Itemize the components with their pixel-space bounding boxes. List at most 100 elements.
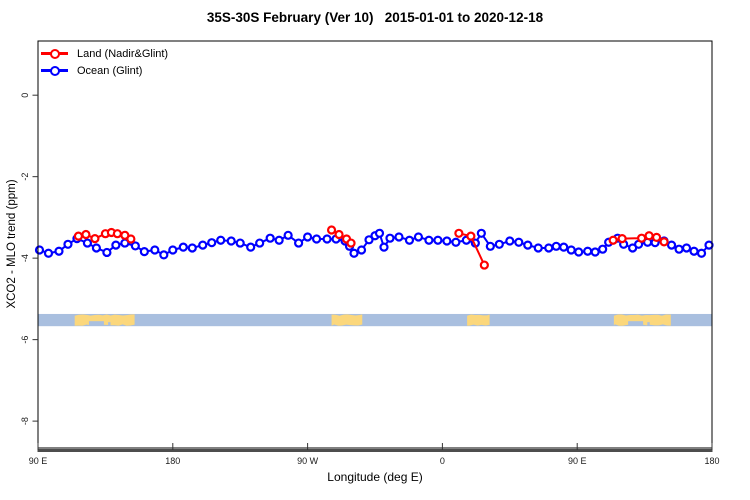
data-point-marker <box>54 246 64 256</box>
data-point-marker <box>674 244 684 254</box>
data-point-marker <box>394 232 404 242</box>
ocean-notch <box>628 321 644 326</box>
x-tick-label: 90 E <box>29 456 48 466</box>
data-point-marker <box>130 241 140 251</box>
data-point-marker <box>63 239 73 249</box>
data-point-marker <box>82 238 93 248</box>
data-point-marker <box>659 237 669 247</box>
data-point-marker <box>523 240 533 250</box>
data-point-marker <box>404 235 415 245</box>
data-point-marker <box>322 234 332 244</box>
x-axis-label: Longitude (deg E) <box>327 470 423 484</box>
x-axis: 90 E 180 90 W 0 90 E 180 <box>29 443 720 466</box>
data-point-marker <box>226 236 236 246</box>
y-tick-label: -2 <box>20 173 30 181</box>
data-point-marker <box>102 247 112 258</box>
data-point-marker <box>413 232 424 242</box>
data-point-marker <box>235 238 245 248</box>
data-point-marker <box>111 240 121 250</box>
data-point-marker <box>34 245 45 255</box>
x-tick-label: 90 E <box>568 456 587 466</box>
y-axis-label: XCO2 - MLO trend (ppm) <box>6 179 18 309</box>
data-point-marker <box>533 243 543 253</box>
data-point-marker <box>198 240 208 250</box>
data-point-marker <box>126 234 136 244</box>
legend-item-land: Land (Nadir&Glint) <box>41 45 168 62</box>
data-point-marker <box>349 248 359 258</box>
data-point-marker <box>112 229 122 239</box>
data-point-marker <box>150 245 160 255</box>
data-point-marker <box>346 238 356 248</box>
x-tick-label: 0 <box>440 456 445 466</box>
data-point-marker <box>608 235 618 245</box>
data-point-marker <box>454 228 464 238</box>
data-point-marker <box>476 228 486 238</box>
data-point-marker <box>356 245 367 255</box>
data-point-marker <box>442 236 452 246</box>
data-point-marker <box>178 242 188 252</box>
y-tick-label: -8 <box>20 417 30 425</box>
y-tick-label: -4 <box>20 254 30 262</box>
data-point-marker <box>681 243 692 253</box>
data-point-marker <box>43 248 54 258</box>
data-point-marker <box>81 229 91 240</box>
data-point-marker <box>139 247 149 257</box>
data-point-marker <box>544 243 554 253</box>
land-series <box>73 225 669 270</box>
data-point-marker <box>303 232 313 242</box>
data-point-marker <box>637 233 647 243</box>
data-point-marker <box>168 245 178 255</box>
data-point-marker <box>666 240 677 250</box>
data-point-marker <box>644 231 654 241</box>
data-point-marker <box>364 235 374 245</box>
legend-circle-icon <box>49 48 60 59</box>
data-point-marker <box>385 233 395 243</box>
land-patch <box>467 314 490 326</box>
data-point-marker <box>689 246 699 256</box>
data-point-marker <box>73 231 84 241</box>
ocean-notch <box>647 322 650 326</box>
data-point-marker <box>485 241 495 251</box>
data-point-marker <box>216 235 226 245</box>
legend-circle-icon <box>49 65 60 76</box>
land-series-symbol <box>41 47 68 60</box>
data-point-marker <box>255 238 265 248</box>
data-point-marker <box>294 238 304 248</box>
x-tick-label: 90 W <box>297 456 319 466</box>
data-point-marker <box>207 238 217 248</box>
data-point-marker <box>704 240 714 250</box>
data-point-marker <box>566 245 576 255</box>
y-tick-label: 0 <box>20 93 30 98</box>
plot-border <box>37 40 713 449</box>
data-point-marker <box>451 237 461 247</box>
data-point-marker <box>246 242 256 252</box>
chart-title: 35S-30S February (Ver 10) 2015-01-01 to … <box>206 10 544 25</box>
data-point-marker <box>466 231 476 241</box>
data-point-marker <box>514 237 524 247</box>
legend-item-ocean: Ocean (Glint) <box>41 62 168 79</box>
data-point-marker <box>159 250 169 260</box>
x-tick-label: 180 <box>165 456 180 466</box>
legend-label-land: Land (Nadir&Glint) <box>77 47 169 60</box>
data-point-marker <box>433 235 443 245</box>
land-patch <box>331 314 363 326</box>
x-tick-label: 180 <box>704 456 719 466</box>
ocean-notch <box>88 321 104 326</box>
data-point-marker <box>334 229 344 240</box>
data-point-marker <box>559 242 569 252</box>
data-point-marker <box>379 242 389 252</box>
ocean-series-symbol <box>41 64 68 77</box>
data-point-marker <box>651 232 662 242</box>
data-point-marker <box>583 246 593 256</box>
data-point-marker <box>283 230 293 240</box>
data-point-marker <box>551 241 561 251</box>
data-point-marker <box>598 244 608 254</box>
data-point-marker <box>90 233 100 244</box>
data-point-marker <box>574 247 584 257</box>
data-point-marker <box>374 228 385 238</box>
data-point-marker <box>187 243 197 253</box>
data-point-marker <box>274 235 284 245</box>
ocean-band <box>38 313 712 327</box>
y-tick-label: -6 <box>20 336 30 344</box>
